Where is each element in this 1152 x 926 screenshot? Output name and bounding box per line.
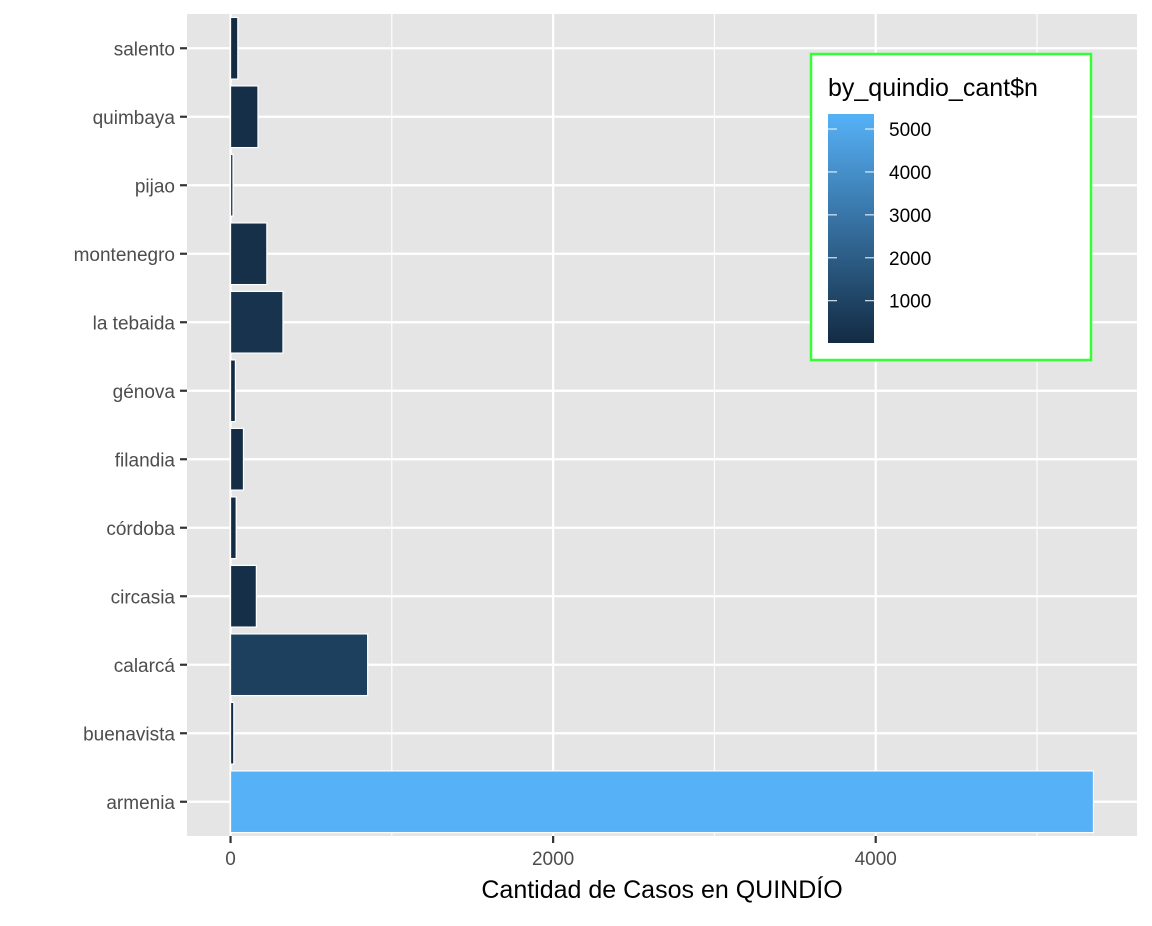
x-tick-label: 2000 — [532, 849, 574, 870]
y-tick-label: génova — [113, 382, 176, 403]
bar-filandia — [229, 427, 245, 491]
y-axis: armenia buenavista calarcá circasia córdoba f… — [74, 39, 187, 814]
bar-la-tebaida — [229, 290, 284, 354]
y-tick-label: pijao — [135, 176, 175, 197]
bar-génova — [229, 359, 236, 423]
y-tick-label: quimbaya — [93, 108, 176, 129]
bar-córdoba — [229, 496, 237, 560]
y-tick-label: córdoba — [106, 519, 175, 540]
legend-tick-label: 4000 — [889, 163, 931, 184]
bar-salento — [229, 16, 239, 80]
y-tick-label: calarcá — [114, 656, 176, 677]
y-tick-label: circasia — [111, 587, 176, 608]
bar-montenegro — [229, 222, 268, 286]
y-tick-label: la tebaida — [93, 313, 176, 334]
y-tick-label: montenegro — [74, 245, 175, 266]
legend-tick-label: 1000 — [889, 292, 931, 313]
legend: by_quindio_cant$n 1000 2000 3000 4000 5000 — [809, 52, 1093, 362]
y-tick-label: salento — [114, 39, 175, 60]
bar-armenia — [229, 770, 1095, 834]
bar-quimbaya — [229, 85, 259, 149]
bar-pijao — [229, 153, 234, 217]
y-tick-label: armenia — [106, 793, 175, 814]
bar-buenavista — [229, 701, 235, 765]
y-tick-label: filandia — [115, 450, 176, 471]
x-tick-label: 4000 — [855, 849, 897, 870]
x-tick-label: 0 — [225, 849, 236, 870]
legend-tick-label: 5000 — [889, 120, 931, 141]
y-tick-label: buenavista — [83, 724, 175, 745]
legend-tick-label: 2000 — [889, 249, 931, 270]
legend-colorbar — [828, 114, 874, 343]
legend-title: by_quindio_cant$n — [828, 74, 1038, 102]
legend-ticks: 1000 2000 3000 4000 5000 — [828, 120, 931, 313]
bar-calarcá — [229, 633, 369, 697]
legend-tick-label: 3000 — [889, 206, 931, 227]
x-axis-title: Cantidad de Casos en QUINDÍO — [481, 875, 842, 904]
bar-circasia — [229, 564, 257, 628]
bars — [229, 16, 1095, 834]
x-axis: 0 2000 4000 — [225, 836, 897, 870]
